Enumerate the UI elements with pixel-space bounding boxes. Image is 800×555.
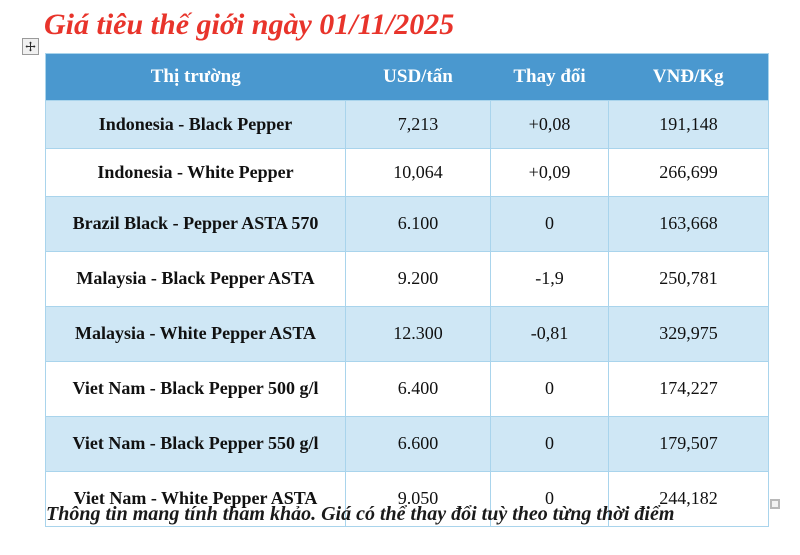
table-header-row: Thị trường USD/tấn Thay đổi VNĐ/Kg <box>45 53 769 101</box>
column-header-change[interactable]: Thay đổi <box>490 53 609 101</box>
table-row: Viet Nam - White Pepper ASTA 9.050 0 244… <box>45 471 769 527</box>
table-row: Brazil Black - Pepper ASTA 570 6.100 0 1… <box>45 196 769 252</box>
cell-market: Brazil Black - Pepper ASTA 570 <box>45 196 346 252</box>
table-row: Malaysia - Black Pepper ASTA 9.200 -1,9 … <box>45 251 769 307</box>
cell-vnd: 266,699 <box>608 148 769 197</box>
cell-usd: 6.400 <box>345 361 491 417</box>
cell-market: Malaysia - Black Pepper ASTA <box>45 251 346 307</box>
table-row: Viet Nam - Black Pepper 500 g/l 6.400 0 … <box>45 361 769 417</box>
cell-change: 0 <box>490 471 609 527</box>
table-resize-handle[interactable] <box>770 499 780 509</box>
cell-market: Viet Nam - White Pepper ASTA <box>45 471 346 527</box>
cell-vnd: 244,182 <box>608 471 769 527</box>
world-pepper-price-table: Thị trường USD/tấn Thay đổi VNĐ/Kg Indon… <box>45 53 769 527</box>
cell-market: Indonesia - White Pepper <box>45 148 346 197</box>
cell-vnd: 329,975 <box>608 306 769 362</box>
table-row: Malaysia - White Pepper ASTA 12.300 -0,8… <box>45 306 769 362</box>
page-title: Giá tiêu thế giới ngày 01/11/2025 <box>44 8 455 41</box>
cell-vnd: 174,227 <box>608 361 769 417</box>
cell-market: Viet Nam - Black Pepper 550 g/l <box>45 416 346 472</box>
cell-usd: 6.600 <box>345 416 491 472</box>
table-move-handle[interactable] <box>22 38 39 55</box>
cell-market: Viet Nam - Black Pepper 500 g/l <box>45 361 346 417</box>
cell-vnd: 179,507 <box>608 416 769 472</box>
cell-change: 0 <box>490 416 609 472</box>
cell-usd: 7,213 <box>345 100 491 149</box>
cell-vnd: 163,668 <box>608 196 769 252</box>
cell-change: 0 <box>490 361 609 417</box>
disclaimer-note: Thông tin mang tính tham khảo. Giá có th… <box>46 503 675 525</box>
cell-market: Malaysia - White Pepper ASTA <box>45 306 346 362</box>
table-row: Indonesia - Black Pepper 7,213 +0,08 191… <box>45 100 769 149</box>
cell-market: Indonesia - Black Pepper <box>45 100 346 149</box>
cell-change: -1,9 <box>490 251 609 307</box>
cell-vnd: 191,148 <box>608 100 769 149</box>
cell-change: 0 <box>490 196 609 252</box>
column-header-market[interactable]: Thị trường <box>45 53 346 101</box>
table-row: Indonesia - White Pepper 10,064 +0,09 26… <box>45 148 769 197</box>
cell-usd: 9.200 <box>345 251 491 307</box>
column-header-vnd[interactable]: VNĐ/Kg <box>608 53 769 101</box>
column-header-usd[interactable]: USD/tấn <box>345 53 491 101</box>
cell-usd: 6.100 <box>345 196 491 252</box>
cell-change: +0,09 <box>490 148 609 197</box>
move-cross-icon <box>25 41 36 52</box>
cell-vnd: 250,781 <box>608 251 769 307</box>
cell-change: -0,81 <box>490 306 609 362</box>
table-row: Viet Nam - Black Pepper 550 g/l 6.600 0 … <box>45 416 769 472</box>
cell-usd: 12.300 <box>345 306 491 362</box>
cell-change: +0,08 <box>490 100 609 149</box>
cell-usd: 10,064 <box>345 148 491 197</box>
